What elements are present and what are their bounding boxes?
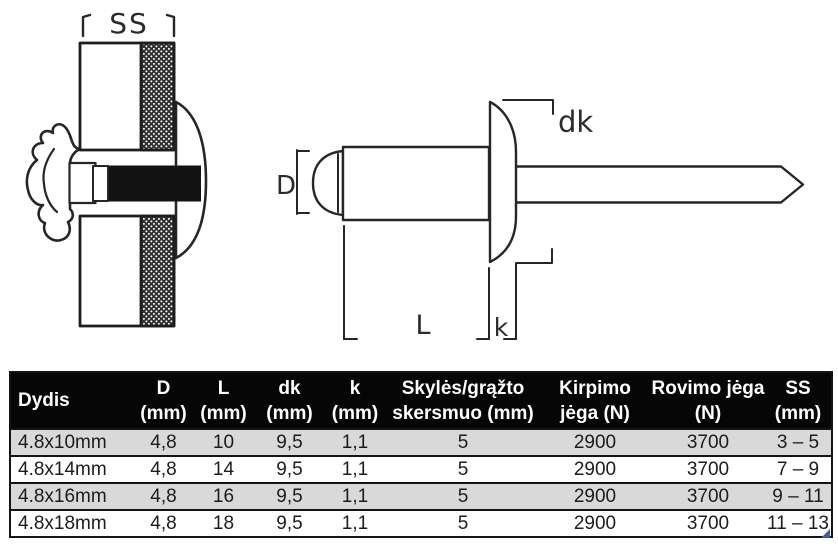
col-header-tensile-force: Rovimo jėga (N)	[651, 372, 765, 429]
col-header-dydis: Dydis	[10, 372, 136, 429]
cell: 9,5	[256, 482, 323, 510]
dk-dim-bracket-top	[502, 99, 554, 115]
col-header-l: L (mm)	[191, 372, 256, 429]
cell: 11 – 13	[765, 509, 832, 537]
ss-dim-tick-right	[165, 13, 176, 38]
cell: 3700	[651, 509, 765, 537]
l-dim-lines	[343, 225, 358, 340]
col-header-hole-diameter: Skylės/grąžto skersmuo (mm)	[387, 372, 539, 429]
cell: 2900	[539, 482, 651, 510]
cell: 2900	[539, 455, 651, 483]
cell: 5	[387, 428, 539, 456]
col-header-k: k (mm)	[323, 372, 387, 429]
table-row: 4.8x16mm 4,8 16 9,5 1,1 5 2900 3700 9 – …	[10, 482, 832, 510]
cell: 5	[387, 509, 539, 537]
cell: 5	[387, 455, 539, 483]
cell: 4,8	[136, 428, 191, 456]
dim-label-d: D	[276, 171, 296, 201]
cell: 9,5	[256, 509, 323, 537]
d-dim-bracket	[296, 149, 310, 215]
col-header-dk: dk (mm)	[256, 372, 323, 429]
col-header-shear-force: Kirpimo jėga (N)	[539, 372, 651, 429]
table-header-row: Dydis D (mm) L (mm) dk (mm) k (mm) Skylė…	[10, 372, 832, 429]
cell: 14	[191, 455, 256, 483]
cell-size: 4.8x10mm	[10, 428, 136, 456]
cell: 5	[387, 482, 539, 510]
cell: 1,1	[323, 509, 387, 537]
mandrel-section	[106, 165, 201, 202]
rivet-side-view-diagram	[296, 99, 805, 340]
upper-plate-material	[139, 41, 176, 152]
dim-label-ss: SS	[109, 7, 149, 40]
cell: 1,1	[323, 455, 387, 483]
dim-label-k: k	[494, 313, 509, 342]
rivet-bulb	[25, 123, 82, 242]
col-header-ss: SS (mm)	[765, 372, 832, 429]
cell: 16	[191, 482, 256, 510]
dim-label-l: L	[415, 310, 430, 341]
cell: 1,1	[323, 428, 387, 456]
table-row: 4.8x18mm 4,8 18 9,5 1,1 5 2900 3700 11 –…	[10, 509, 832, 537]
table-row: 4.8x14mm 4,8 14 9,5 1,1 5 2900 3700 7 – …	[10, 455, 832, 483]
cell: 9 – 11	[765, 482, 832, 510]
cell-size: 4.8x18mm	[10, 509, 136, 537]
cell: 7 – 9	[765, 455, 832, 483]
cell: 9,5	[256, 428, 323, 456]
mandrel-recess	[92, 165, 109, 202]
cell: 3700	[651, 428, 765, 456]
table-row: 4.8x10mm 4,8 10 9,5 1,1 5 2900 3700 3 – …	[10, 428, 832, 456]
cell-corner-marker	[821, 529, 830, 538]
cell: 2900	[539, 428, 651, 456]
spec-table: Dydis D (mm) L (mm) dk (mm) k (mm) Skylė…	[9, 371, 833, 538]
rivet-flange	[488, 100, 518, 264]
dim-label-dk: dk	[558, 105, 593, 139]
installed-rivet-diagram	[25, 13, 208, 328]
rivet-body	[341, 145, 491, 222]
cell-size: 4.8x16mm	[10, 482, 136, 510]
mandrel-stem	[513, 165, 805, 204]
cell: 10	[191, 428, 256, 456]
cell: 4,8	[136, 509, 191, 537]
cell: 1,1	[323, 482, 387, 510]
cell: 3700	[651, 482, 765, 510]
cell: 3 – 5	[765, 428, 832, 456]
col-header-d: D (mm)	[136, 372, 191, 429]
cell: 9,5	[256, 455, 323, 483]
cell: 18	[191, 509, 256, 537]
rivet-bulb-fold-line	[42, 147, 59, 214]
k-dim-lines	[476, 262, 517, 340]
cell-size: 4.8x14mm	[10, 455, 136, 483]
lower-plate-material	[139, 214, 176, 328]
ss-dim-tick-left	[81, 13, 92, 38]
rivet-drawings: SS	[25, 7, 805, 342]
rivet-sleeve	[68, 161, 97, 205]
rivet-body-end-dome	[311, 149, 345, 217]
cell: 3700	[651, 455, 765, 483]
cell: 4,8	[136, 482, 191, 510]
cell: 2900	[539, 509, 651, 537]
cell: 4,8	[136, 455, 191, 483]
dk-dim-bracket-bottom	[516, 248, 553, 264]
